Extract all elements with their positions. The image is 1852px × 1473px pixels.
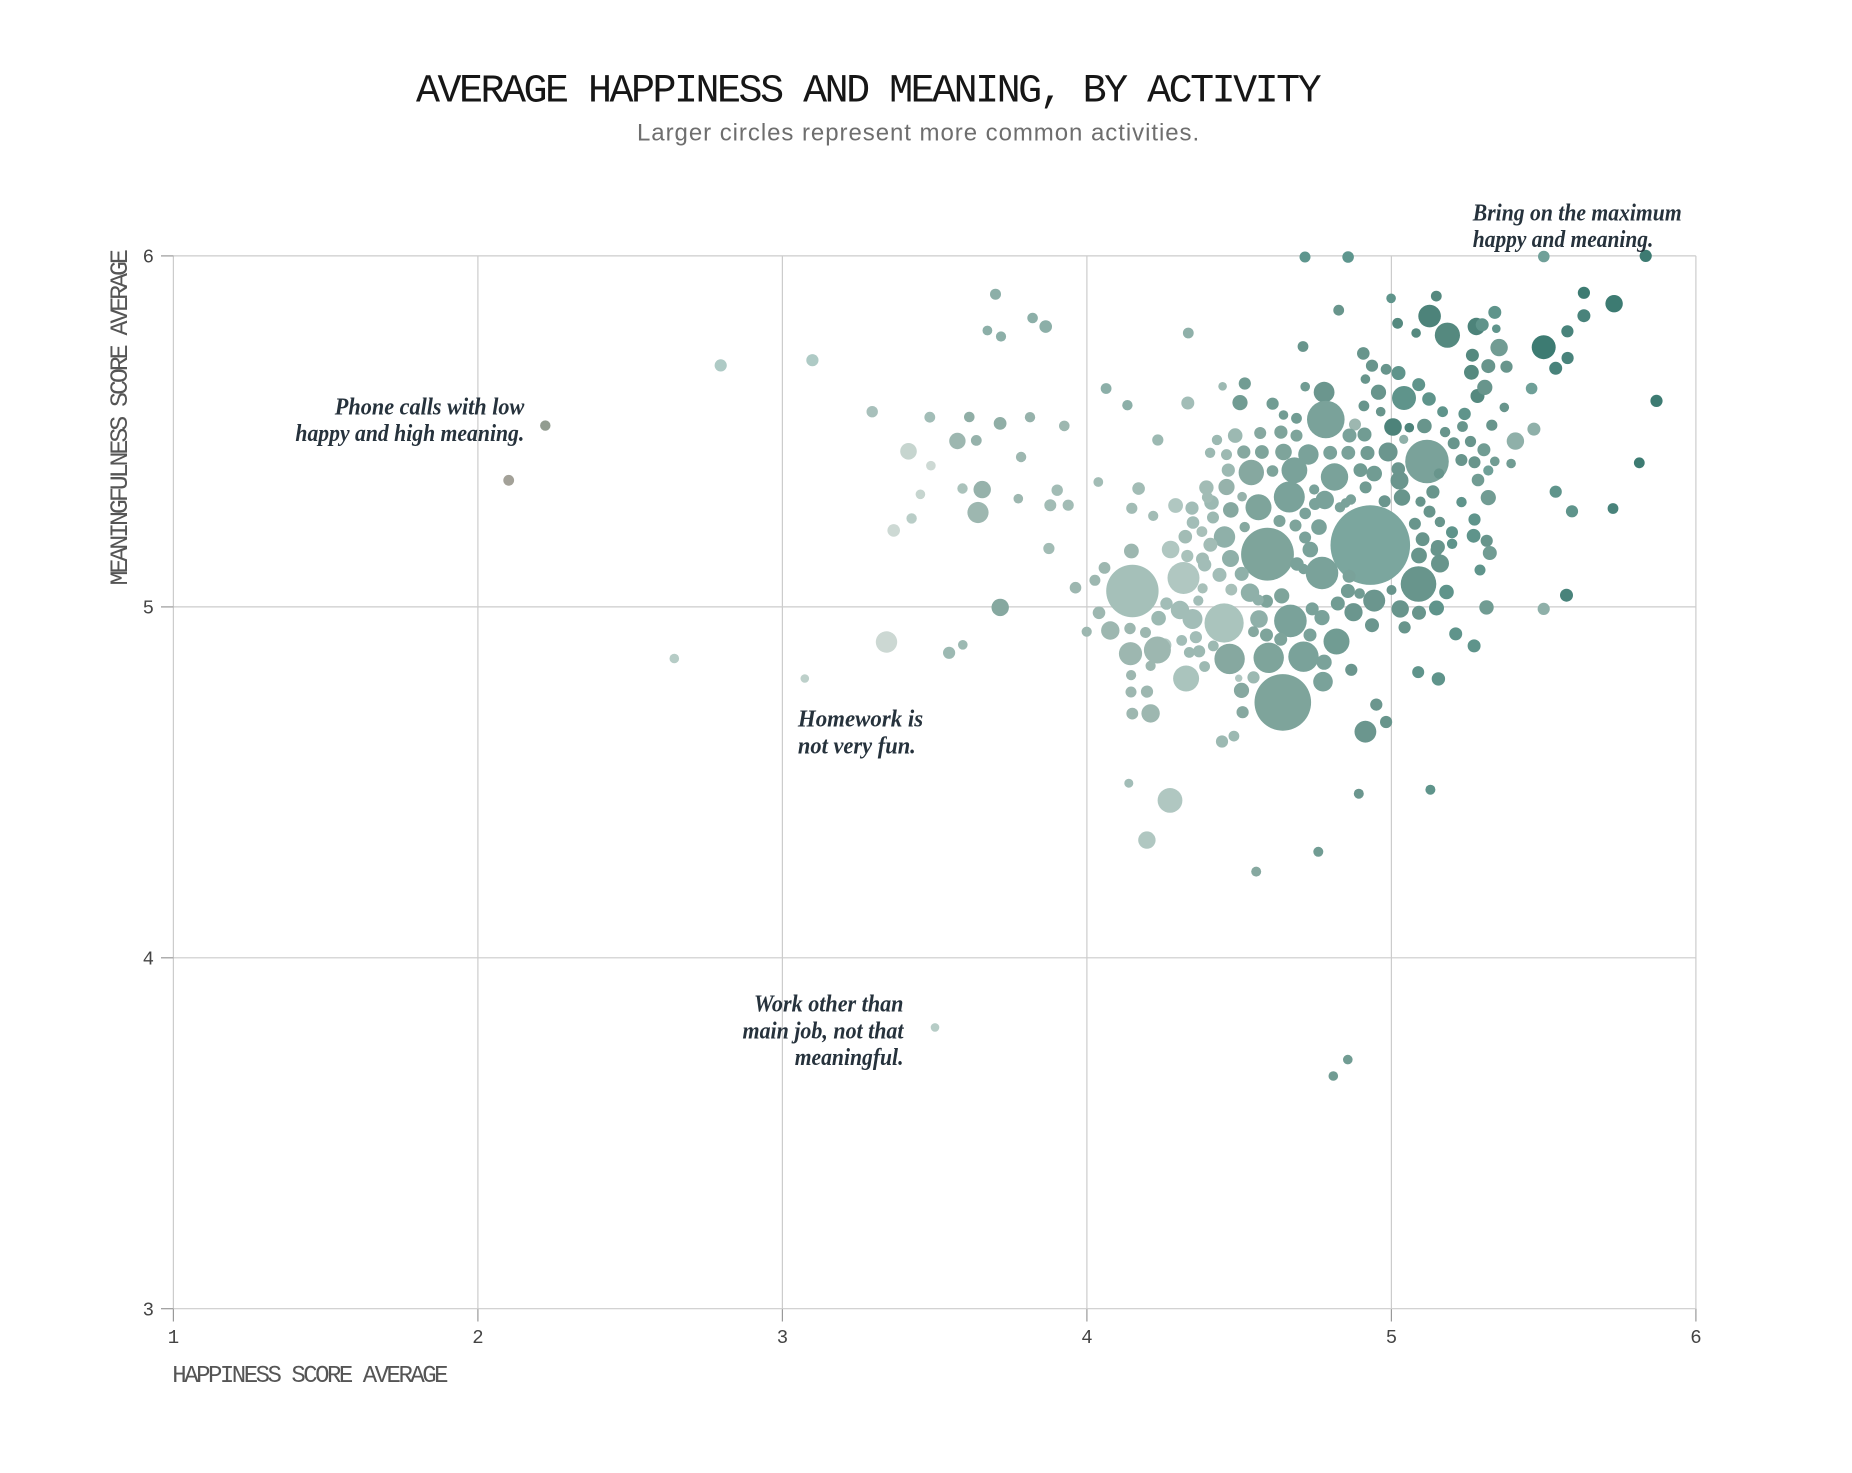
- svg-text:6: 6: [143, 247, 154, 269]
- svg-text:not very fun.: not very fun.: [798, 732, 916, 759]
- svg-text:HAPPINESS SCORE AVERAGE: HAPPINESS SCORE AVERAGE: [172, 1363, 448, 1390]
- svg-text:happy and meaning.: happy and meaning.: [1473, 226, 1654, 253]
- svg-text:Work other than: Work other than: [754, 991, 904, 1018]
- svg-text:6: 6: [1690, 1327, 1701, 1349]
- svg-text:meaningful.: meaningful.: [795, 1044, 904, 1071]
- svg-text:3: 3: [143, 1300, 154, 1322]
- svg-text:Homework is: Homework is: [797, 706, 923, 733]
- svg-text:1: 1: [168, 1327, 179, 1349]
- svg-text:Bring on the maximum: Bring on the maximum: [1472, 199, 1682, 226]
- svg-text:2: 2: [472, 1327, 483, 1349]
- svg-text:4: 4: [1081, 1327, 1092, 1349]
- svg-text:AVERAGE HAPPINESS AND MEANING,: AVERAGE HAPPINESS AND MEANING, BY ACTIVI…: [416, 70, 1322, 115]
- svg-text:happy and high meaning.: happy and high meaning.: [295, 420, 524, 447]
- svg-text:5: 5: [143, 598, 154, 620]
- svg-text:main job, not that: main job, not that: [743, 1017, 905, 1044]
- svg-text:Larger circles represent more: Larger circles represent more common act…: [637, 119, 1200, 146]
- svg-text:5: 5: [1386, 1327, 1397, 1349]
- svg-text:MEANINGFULNESS SCORE AVERAGE: MEANINGFULNESS SCORE AVERAGE: [106, 250, 135, 585]
- svg-text:3: 3: [777, 1327, 788, 1349]
- svg-text:Phone calls with low: Phone calls with low: [334, 394, 525, 421]
- svg-text:4: 4: [143, 949, 154, 971]
